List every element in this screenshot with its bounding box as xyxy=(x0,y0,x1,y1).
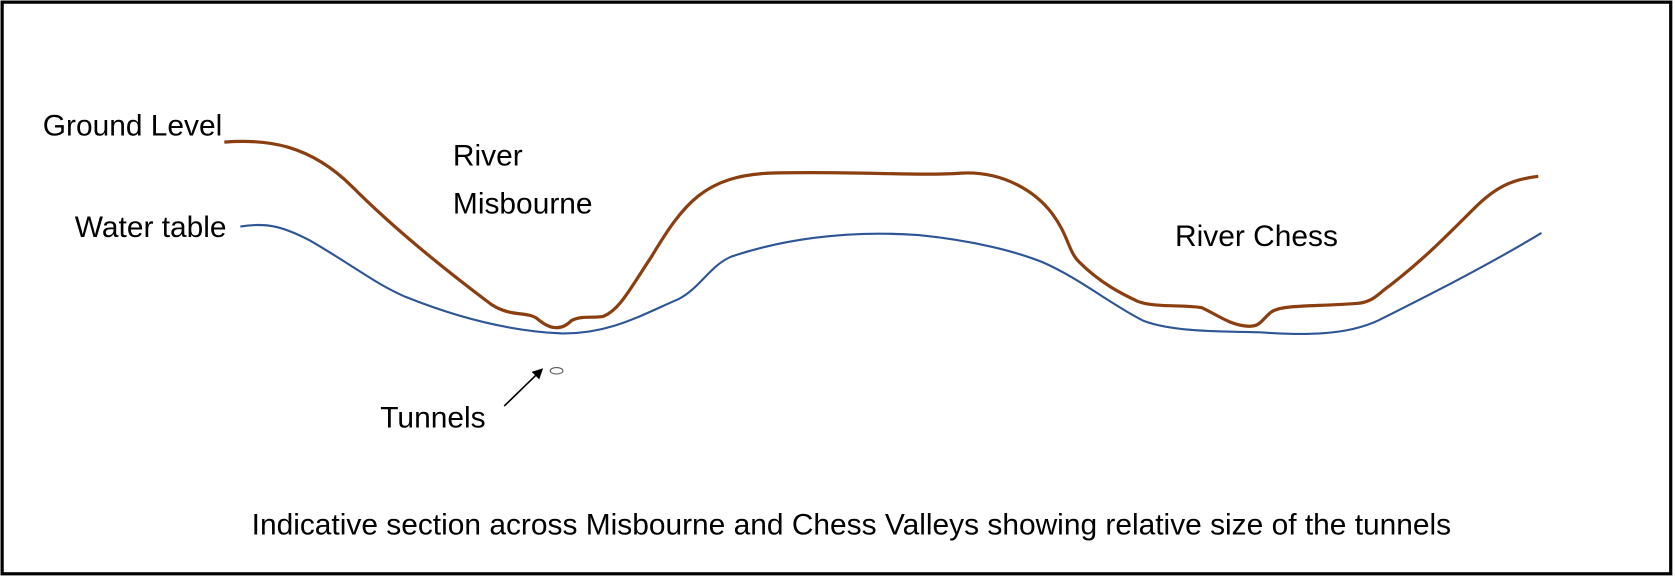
river-misbourne-label-line: Misbourne xyxy=(453,188,593,221)
tunnel-icon xyxy=(550,368,563,374)
caption: Indicative section across Misbourne and … xyxy=(252,508,1451,541)
frame xyxy=(2,2,1671,574)
water-table-label: Water table xyxy=(75,211,227,244)
tunnels-label: Tunnels xyxy=(380,401,485,434)
ground-level-label: Ground Level xyxy=(43,110,223,143)
diagram: Ground Level Water table River Misbourne… xyxy=(0,0,1675,577)
page: Ground Level Water table River Misbourne… xyxy=(0,0,1675,577)
river-misbourne-label-line: River xyxy=(453,140,523,173)
river-chess-label: River Chess xyxy=(1175,220,1338,253)
